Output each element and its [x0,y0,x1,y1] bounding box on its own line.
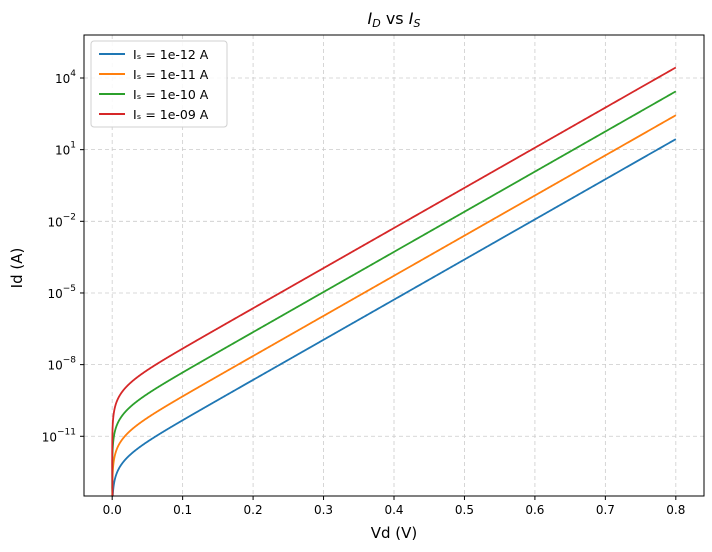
series-line-2 [111,90,677,497]
x-tick-label: 0.0 [103,503,122,517]
legend-frame [90,40,228,128]
x-tick-label: 0.6 [525,503,544,517]
chart-title: ID vs IS [368,9,421,30]
legend-label: Iₛ = 1e-11 A [133,67,209,82]
series-layer [111,66,677,497]
y-tick-label: 10−5 [47,284,76,301]
series-line-0 [111,138,677,497]
x-tick-label: 0.8 [666,503,685,517]
title-mid: vs [381,9,409,28]
series-line-3 [111,66,677,497]
y-axis-title: Id (A) [8,248,26,289]
y-tick-label: 10−8 [47,356,76,373]
series-line-1 [111,114,677,497]
title-sub-2: S [413,17,420,30]
x-tick-label: 0.7 [596,503,615,517]
x-tick-label: 0.2 [244,503,263,517]
x-tick-label: 0.1 [173,503,192,517]
ticks: 0.0 0.1 0.2 0.3 0.4 0.5 0.6 0.7 0.8 10−11 10−8 10−5… [42,69,686,517]
y-tick-label: 10−2 [47,212,76,229]
title-italic-2: I [409,9,414,28]
y-tick-label: 10−11 [42,427,76,444]
x-tick-label: 0.5 [455,503,474,517]
y-tick-label: 101 [55,141,76,158]
legend-label: Iₛ = 1e-10 A [133,87,209,102]
x-tick-label: 0.4 [384,503,403,517]
x-tick-label: 0.3 [314,503,333,517]
title-sub-1: D [372,17,380,30]
y-tick-label: 104 [55,69,76,86]
x-axis-title: Vd (V) [371,524,418,542]
legend-label: Iₛ = 1e-09 A [133,107,209,122]
grid [84,35,704,496]
legend: Iₛ = 1e-12 A Iₛ = 1e-11 A Iₛ = 1e-10 A Iₛ =… [90,40,228,128]
legend-label: Iₛ = 1e-12 A [133,47,209,62]
title-italic-1: I [368,9,373,28]
